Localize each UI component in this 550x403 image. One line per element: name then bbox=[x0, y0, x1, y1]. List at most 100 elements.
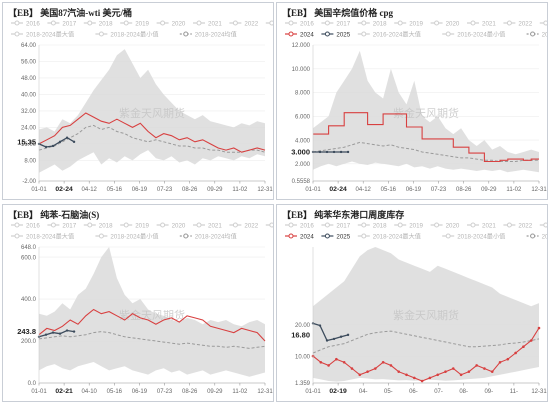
legend-item: 2016-2024最大值 bbox=[357, 31, 421, 39]
x-tick-label: 02-19 bbox=[329, 388, 347, 395]
y-tick-label: 0.5558 bbox=[292, 179, 311, 185]
y-tick-label: 12.000 bbox=[292, 43, 311, 49]
x-tick-label: 09-29 bbox=[481, 187, 497, 193]
legend-label: 2025 bbox=[336, 234, 350, 241]
y-tick-label: 0.0 bbox=[28, 381, 37, 387]
legend-item: 2020 bbox=[430, 222, 460, 230]
series-2025-point bbox=[339, 335, 343, 338]
x-tick-label: 02-24 bbox=[55, 186, 73, 193]
legend-item: 2024 bbox=[285, 233, 314, 241]
watermark: 紫金天风期货 bbox=[119, 106, 185, 120]
y-tick-label: 200.0 bbox=[21, 339, 37, 345]
x-tick-label: 05-16 bbox=[107, 187, 123, 193]
y-tick-label: 64.00 bbox=[21, 43, 37, 49]
mean-line bbox=[312, 330, 540, 354]
x-tick-label: 05- bbox=[384, 389, 393, 395]
legend-label: 2018-2024最大值 bbox=[26, 31, 74, 39]
legend-item: 2016-2024最小值 bbox=[442, 31, 505, 39]
legend-label: 2020 bbox=[172, 21, 186, 28]
series-2024-point bbox=[451, 367, 455, 370]
legend-marker bbox=[196, 222, 202, 228]
legend-marker bbox=[324, 20, 330, 26]
x-tick-label: 06-19 bbox=[406, 187, 422, 193]
legend-marker bbox=[288, 222, 294, 228]
series-2024-point bbox=[381, 361, 385, 364]
x-tick-label: 11- bbox=[510, 389, 518, 395]
legend-label: 2016-2024最大值 bbox=[373, 31, 421, 39]
legend-item: 2018-2024最小值 bbox=[442, 233, 505, 241]
legend-item: 2018-2024最小值 bbox=[95, 31, 159, 39]
legend-item: 2024 bbox=[285, 31, 314, 39]
legend-label: 2020 bbox=[446, 21, 460, 28]
legend-marker bbox=[232, 222, 238, 228]
mean-line bbox=[38, 331, 266, 349]
legend-item: 2018-2024最大值 bbox=[11, 31, 74, 39]
legend-marker bbox=[361, 20, 367, 26]
legend-item: 2021 bbox=[193, 222, 222, 230]
legend-item: 2016 bbox=[11, 222, 40, 230]
y-tick-label: 20.00 bbox=[295, 323, 311, 329]
series-2025-line bbox=[38, 329, 75, 338]
series-2024-point bbox=[529, 339, 533, 342]
y-tick-label: 1.359 bbox=[295, 381, 311, 387]
legend-label: 2021 bbox=[208, 223, 222, 230]
legend-label: 2021 bbox=[482, 223, 496, 230]
legend-label: 2019 bbox=[409, 21, 423, 28]
legend-item: 2018-2024最大值 bbox=[357, 233, 421, 241]
legend-label: 2018-2024最小值 bbox=[457, 233, 505, 241]
series-2024-point bbox=[420, 379, 424, 383]
series-2025-point bbox=[339, 150, 343, 154]
chart-title: 【EB】 美国辛烷值价格 cpg bbox=[282, 8, 394, 18]
x-tick-label: 11-02 bbox=[506, 187, 522, 193]
x-tick-label: 01-01 bbox=[305, 389, 321, 395]
x-tick-label: 12-31 bbox=[257, 187, 273, 193]
series-2025-point bbox=[72, 330, 76, 333]
legend-label: 2018 bbox=[99, 223, 113, 230]
legend-marker bbox=[14, 222, 20, 228]
x-tick-label: 08-26 bbox=[182, 187, 198, 193]
y-tick-label: 6.000 bbox=[295, 115, 311, 121]
x-tick-label: 05-16 bbox=[107, 389, 123, 395]
series-2025-point bbox=[332, 337, 336, 341]
y-tick-label: 10.00 bbox=[295, 354, 311, 360]
legend-marker bbox=[324, 31, 330, 37]
legend-label: 2016 bbox=[300, 223, 314, 230]
legend-marker bbox=[397, 222, 403, 228]
legend-label: 2020 bbox=[446, 223, 460, 230]
legend-item: 2016-2024均值 bbox=[526, 31, 547, 39]
series-2024-point bbox=[397, 370, 401, 373]
series-2025-point bbox=[44, 145, 48, 149]
legend-marker bbox=[14, 233, 20, 239]
legend-marker bbox=[434, 20, 440, 26]
y-tick-label: 56.00 bbox=[21, 60, 37, 66]
legend-marker bbox=[445, 233, 451, 239]
mean-line bbox=[38, 124, 266, 153]
legend-label: 2022 bbox=[244, 21, 258, 28]
series-2025-point bbox=[325, 339, 329, 342]
series-2025-point bbox=[58, 140, 62, 144]
y-tick-label: 24.00 bbox=[21, 126, 37, 132]
x-tick-label: 02-24 bbox=[329, 186, 347, 193]
series-2025-point bbox=[325, 150, 329, 154]
legend-label: 2024 bbox=[300, 234, 314, 241]
legend-item: 2022 bbox=[229, 222, 259, 230]
legend-item: 2016 bbox=[285, 222, 314, 230]
series-2024-point bbox=[335, 357, 338, 361]
legend-marker bbox=[196, 20, 202, 26]
x-tick-label: 04-12 bbox=[82, 187, 98, 193]
legend-item: 2023 bbox=[265, 222, 273, 228]
series-2025-point bbox=[44, 333, 48, 336]
x-tick-label: 11-02 bbox=[232, 187, 248, 193]
chart-canvas: 2016201720182019202020212022202320242025… bbox=[11, 222, 273, 395]
series-2024-point bbox=[413, 376, 416, 380]
legend-label: 2016-2024最小值 bbox=[457, 31, 505, 39]
current-value-label: 3.000 bbox=[291, 147, 310, 156]
series-2025-point bbox=[65, 136, 69, 139]
legend-label: 2022 bbox=[518, 223, 532, 230]
legend-marker bbox=[530, 233, 536, 239]
legend-marker bbox=[160, 20, 166, 26]
x-tick-label: 07-23 bbox=[157, 389, 173, 395]
legend-label: 2018 bbox=[373, 223, 387, 230]
current-value-label: 15.35 bbox=[17, 137, 36, 146]
x-tick-label: 12-31 bbox=[531, 187, 547, 193]
